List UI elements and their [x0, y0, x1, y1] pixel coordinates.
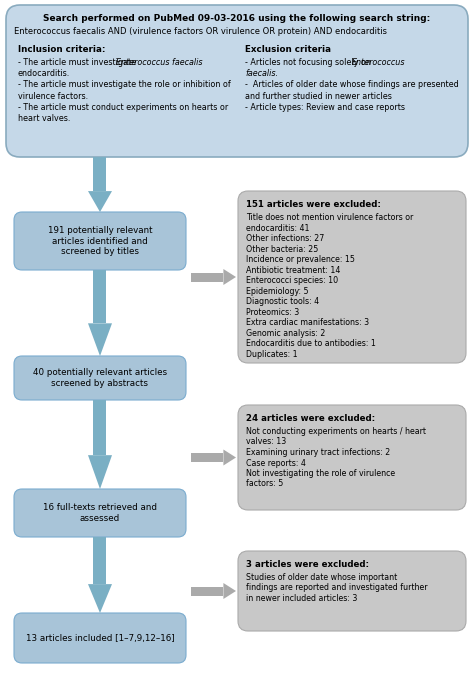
Polygon shape — [93, 537, 107, 584]
Polygon shape — [93, 157, 107, 191]
Polygon shape — [191, 586, 223, 595]
Text: Antibiotic treatment: 14: Antibiotic treatment: 14 — [246, 266, 340, 275]
Polygon shape — [88, 323, 112, 356]
Text: - Articles not focusing solely on: - Articles not focusing solely on — [245, 58, 374, 67]
Text: - Article types: Review and case reports: - Article types: Review and case reports — [245, 103, 405, 112]
Text: endocarditis: 41: endocarditis: 41 — [246, 223, 310, 232]
Text: Duplicates: 1: Duplicates: 1 — [246, 349, 298, 358]
Polygon shape — [223, 583, 236, 599]
Polygon shape — [223, 269, 236, 285]
Text: endocarditis.: endocarditis. — [18, 69, 70, 78]
Text: valves: 13: valves: 13 — [246, 438, 286, 447]
FancyBboxPatch shape — [6, 5, 468, 157]
Text: Title does not mention virulence factors or: Title does not mention virulence factors… — [246, 213, 413, 222]
Text: 13 articles included [1–7,9,12–16]: 13 articles included [1–7,9,12–16] — [26, 634, 174, 643]
Text: Other infections: 27: Other infections: 27 — [246, 234, 324, 243]
Text: Studies of older date whose important: Studies of older date whose important — [246, 573, 397, 582]
Text: Genomic analysis: 2: Genomic analysis: 2 — [246, 329, 325, 338]
Text: Enterococcus faecalis: Enterococcus faecalis — [116, 58, 202, 67]
Polygon shape — [88, 191, 112, 212]
Text: Other bacteria: 25: Other bacteria: 25 — [246, 245, 318, 253]
Text: Examining urinary tract infections: 2: Examining urinary tract infections: 2 — [246, 448, 390, 457]
Text: Proteomics: 3: Proteomics: 3 — [246, 308, 299, 316]
Text: Not conducting experiments on hearts / heart: Not conducting experiments on hearts / h… — [246, 427, 426, 436]
FancyBboxPatch shape — [238, 551, 466, 631]
Text: faecalis.: faecalis. — [245, 69, 278, 78]
Text: Enterococcus: Enterococcus — [352, 58, 406, 67]
Text: Search performed on PubMed 09-03-2016 using the following search string:: Search performed on PubMed 09-03-2016 us… — [44, 14, 430, 23]
FancyBboxPatch shape — [238, 191, 466, 363]
Text: 40 potentially relevant articles
screened by abstracts: 40 potentially relevant articles screene… — [33, 369, 167, 388]
Text: in newer included articles: 3: in newer included articles: 3 — [246, 594, 357, 603]
FancyBboxPatch shape — [238, 405, 466, 510]
FancyBboxPatch shape — [14, 489, 186, 537]
Text: Not investigating the role of virulence: Not investigating the role of virulence — [246, 469, 395, 478]
Text: - The article must conduct experiments on hearts or: - The article must conduct experiments o… — [18, 103, 228, 112]
Text: 24 articles were excluded:: 24 articles were excluded: — [246, 414, 375, 423]
Text: Enterococci species: 10: Enterococci species: 10 — [246, 276, 338, 285]
Text: and further studied in newer articles: and further studied in newer articles — [245, 92, 392, 101]
Polygon shape — [191, 273, 223, 282]
Text: findings are reported and investigated further: findings are reported and investigated f… — [246, 584, 428, 593]
Text: Inclusion criteria:: Inclusion criteria: — [18, 45, 106, 54]
Polygon shape — [191, 453, 223, 462]
Polygon shape — [93, 400, 107, 455]
Text: - The article must investigate the role or inhibition of: - The article must investigate the role … — [18, 80, 231, 90]
Text: heart valves.: heart valves. — [18, 114, 70, 123]
Text: Incidence or prevalence: 15: Incidence or prevalence: 15 — [246, 255, 355, 264]
Text: - The article must investigate: - The article must investigate — [18, 58, 138, 67]
FancyBboxPatch shape — [14, 613, 186, 663]
Text: Endocarditis due to antibodies: 1: Endocarditis due to antibodies: 1 — [246, 339, 376, 348]
Polygon shape — [88, 584, 112, 613]
Text: Extra cardiac manifestations: 3: Extra cardiac manifestations: 3 — [246, 318, 369, 327]
Text: 191 potentially relevant
articles identified and
screened by titles: 191 potentially relevant articles identi… — [48, 226, 152, 256]
Text: factors: 5: factors: 5 — [246, 479, 283, 488]
Text: Exclusion criteria: Exclusion criteria — [245, 45, 331, 54]
FancyBboxPatch shape — [14, 356, 186, 400]
Polygon shape — [88, 455, 112, 489]
Polygon shape — [223, 449, 236, 466]
Text: 16 full-texts retrieved and
assessed: 16 full-texts retrieved and assessed — [43, 503, 157, 523]
Text: 3 articles were excluded:: 3 articles were excluded: — [246, 560, 369, 569]
Text: Case reports: 4: Case reports: 4 — [246, 458, 306, 467]
Text: Epidemiology: 5: Epidemiology: 5 — [246, 286, 309, 295]
Text: Diagnostic tools: 4: Diagnostic tools: 4 — [246, 297, 319, 306]
Text: virulence factors.: virulence factors. — [18, 92, 88, 101]
FancyBboxPatch shape — [14, 212, 186, 270]
Text: Enterococcus faecalis AND (virulence factors OR virulence OR protein) AND endoca: Enterococcus faecalis AND (virulence fac… — [14, 27, 387, 36]
Text: -  Articles of older date whose findings are presented: - Articles of older date whose findings … — [245, 80, 459, 90]
Text: 151 articles were excluded:: 151 articles were excluded: — [246, 200, 381, 209]
Polygon shape — [93, 270, 107, 323]
